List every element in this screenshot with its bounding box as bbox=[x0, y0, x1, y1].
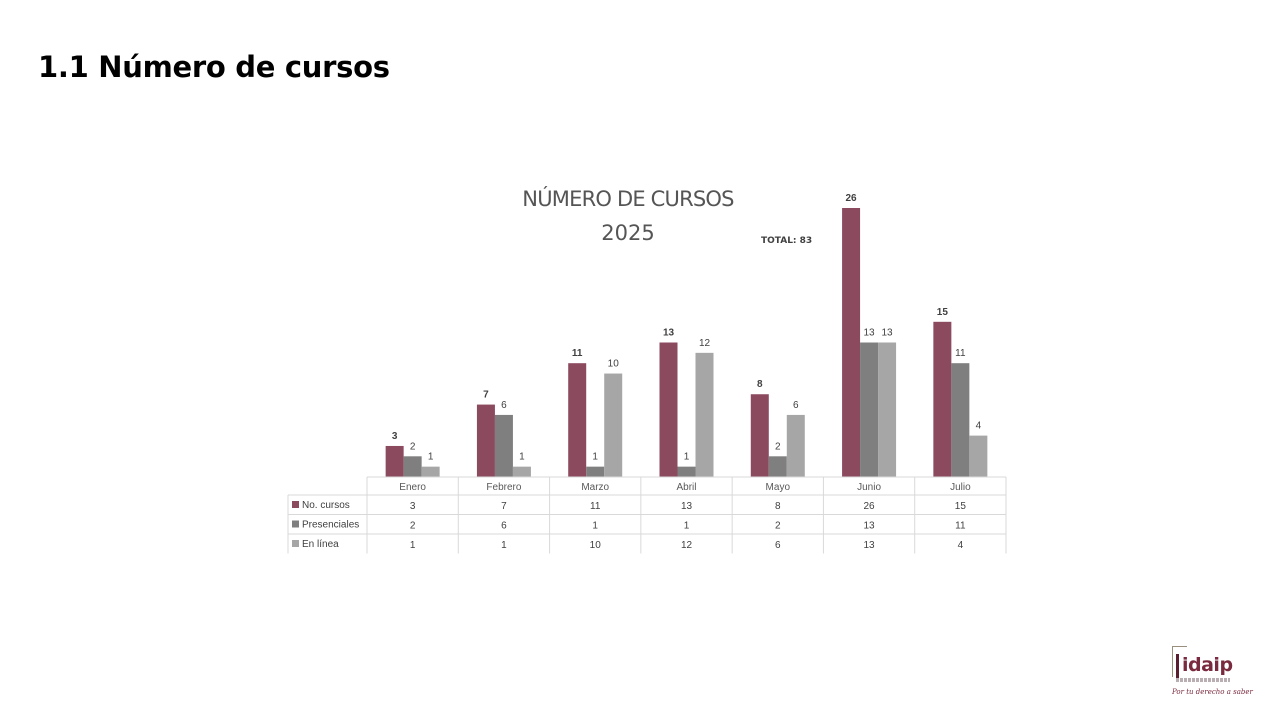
data-label: 15 bbox=[937, 307, 949, 318]
bar-1-1 bbox=[494, 414, 513, 477]
logo-text: idaip bbox=[1182, 654, 1233, 676]
legend-label: No. cursos bbox=[302, 500, 350, 511]
legend-label: En línea bbox=[302, 539, 339, 550]
table-cell: 8 bbox=[775, 501, 781, 512]
data-label: 13 bbox=[663, 328, 675, 339]
x-tick-label: Julio bbox=[950, 482, 971, 493]
legend-key bbox=[292, 540, 299, 547]
data-label: 10 bbox=[608, 359, 620, 370]
data-label: 1 bbox=[428, 452, 434, 463]
table-cell: 12 bbox=[681, 540, 693, 551]
data-label: 7 bbox=[483, 390, 489, 401]
bar-1-4 bbox=[768, 456, 787, 477]
table-cell: 1 bbox=[501, 540, 507, 551]
table-cell: 13 bbox=[864, 521, 876, 532]
bar-0-2 bbox=[568, 363, 587, 477]
data-label: 6 bbox=[793, 400, 799, 411]
table-cell: 4 bbox=[958, 540, 964, 551]
bar-2-0 bbox=[421, 466, 440, 477]
table-cell: 7 bbox=[501, 501, 507, 512]
legend-label: Presenciales bbox=[302, 520, 359, 531]
x-tick-label: Mayo bbox=[766, 482, 791, 493]
bar-2-2 bbox=[604, 373, 623, 477]
data-label: 2 bbox=[775, 441, 781, 452]
data-label: 8 bbox=[757, 379, 763, 390]
table-cell: 3 bbox=[410, 501, 416, 512]
logo-frame bbox=[1172, 646, 1187, 677]
logo-slogan: Por tu derecho a saber bbox=[1172, 688, 1253, 696]
table-cell: 10 bbox=[590, 540, 602, 551]
data-label: 1 bbox=[519, 452, 525, 463]
bar-2-3 bbox=[695, 352, 714, 477]
table-cell: 15 bbox=[955, 501, 967, 512]
bar-2-6 bbox=[969, 435, 988, 477]
chart-total-annotation: TOTAL: 83 bbox=[761, 236, 813, 246]
chart-subtitle: 2025 bbox=[601, 221, 655, 245]
legend-key bbox=[292, 520, 299, 528]
data-label: 1 bbox=[592, 452, 598, 463]
table-cell: 1 bbox=[592, 521, 598, 532]
data-label: 11 bbox=[572, 348, 583, 359]
bar-2-4 bbox=[786, 414, 805, 477]
table-cell: 6 bbox=[775, 540, 781, 551]
logo-subtext bbox=[1176, 678, 1230, 682]
bar-1-0 bbox=[403, 456, 422, 477]
data-label: 13 bbox=[864, 328, 876, 339]
table-cell: 13 bbox=[864, 540, 876, 551]
idaip-logo: idaip Por tu derecho a saber bbox=[1170, 644, 1253, 704]
table-cell: 1 bbox=[410, 540, 416, 551]
table-cell: 6 bbox=[501, 521, 507, 532]
data-label: 13 bbox=[882, 328, 894, 339]
legend-key bbox=[292, 501, 299, 508]
data-label: 12 bbox=[699, 338, 711, 349]
table-cell: 26 bbox=[864, 501, 876, 512]
table-cell: 11 bbox=[590, 501, 601, 512]
bar-0-1 bbox=[476, 404, 495, 477]
table-cell: 13 bbox=[681, 501, 693, 512]
data-label: 26 bbox=[846, 193, 858, 204]
table-cell: 2 bbox=[410, 521, 416, 532]
chart-title-line: NÚMERO DE CURSOS bbox=[522, 187, 734, 211]
data-label: 6 bbox=[501, 400, 507, 411]
bar-0-4 bbox=[750, 394, 769, 477]
bar-2-5 bbox=[878, 342, 897, 477]
bar-0-5 bbox=[842, 208, 861, 477]
bar-1-2 bbox=[586, 466, 605, 477]
logo-mark bbox=[1176, 654, 1179, 678]
data-label: 3 bbox=[392, 431, 398, 442]
x-tick-label: Febrero bbox=[486, 482, 521, 493]
bar-0-3 bbox=[659, 342, 678, 477]
bar-2-1 bbox=[512, 466, 531, 477]
data-label: 1 bbox=[684, 452, 690, 463]
bar-1-6 bbox=[951, 363, 970, 477]
bar-0-0 bbox=[385, 445, 404, 477]
x-tick-label: Junio bbox=[857, 482, 881, 493]
page-title: 1.1 Número de cursos bbox=[38, 50, 390, 84]
data-label: 11 bbox=[955, 348, 966, 359]
table-cell: 1 bbox=[684, 521, 690, 532]
chart-container: NÚMERO DE CURSOS 2025 TOTAL: 83 3 7 11 13 8 2… bbox=[280, 170, 1020, 560]
chart-title: NÚMERO DE CURSOS 2025 bbox=[480, 182, 776, 250]
bar-1-5 bbox=[860, 342, 879, 477]
table-cell: 11 bbox=[955, 521, 966, 532]
x-tick-label: Enero bbox=[399, 482, 426, 493]
data-label: 4 bbox=[976, 421, 982, 432]
bar-0-6 bbox=[933, 321, 952, 477]
data-label: 2 bbox=[410, 441, 416, 452]
table-cell: 2 bbox=[775, 521, 781, 532]
bar-1-3 bbox=[677, 466, 696, 477]
x-tick-label: Abril bbox=[676, 482, 696, 493]
x-tick-label: Marzo bbox=[581, 482, 609, 493]
